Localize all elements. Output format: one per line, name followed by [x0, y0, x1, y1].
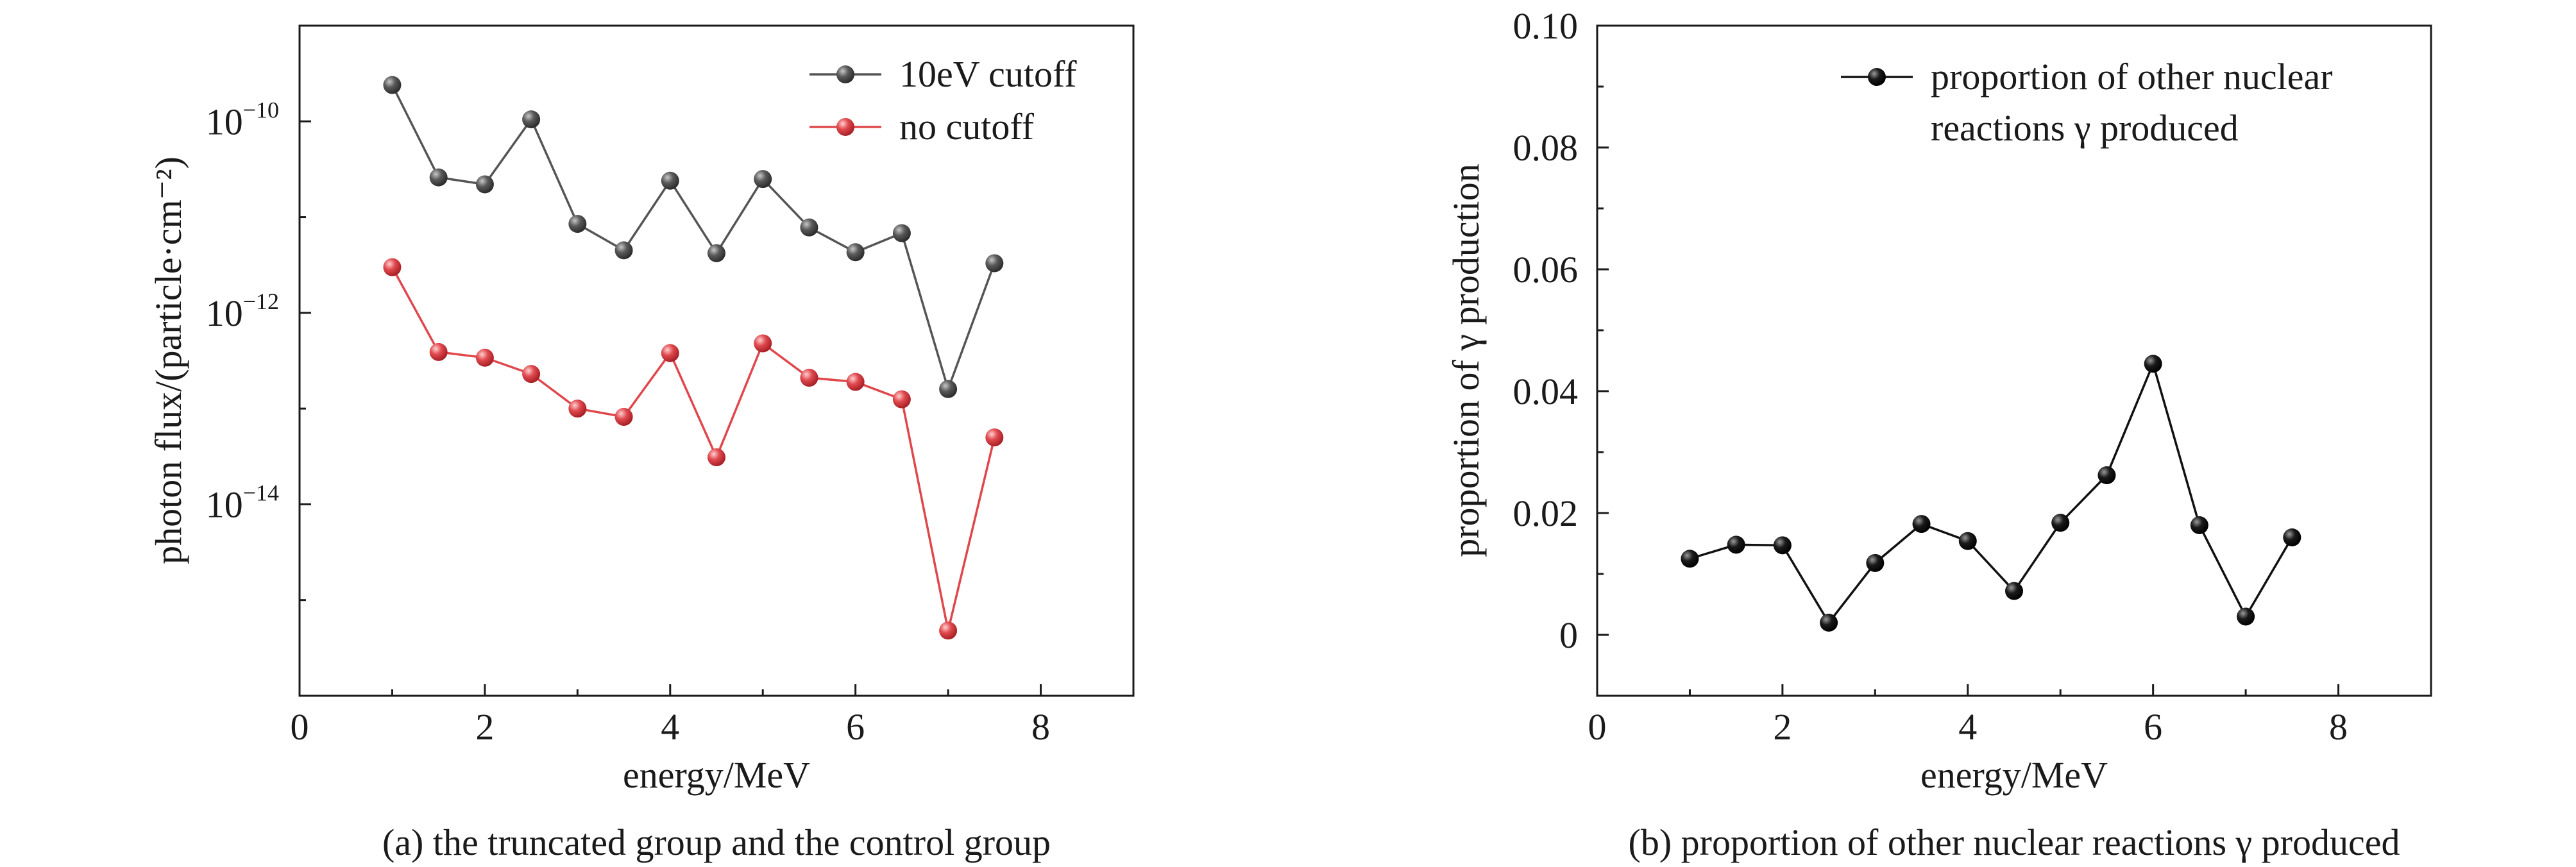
data-point — [2005, 582, 2023, 600]
data-point — [2237, 607, 2255, 626]
x-tick-label: 8 — [2329, 706, 2348, 748]
y-tick-label: 0.08 — [1513, 127, 1579, 169]
data-point — [846, 243, 865, 262]
data-point — [2190, 516, 2208, 534]
data-point — [568, 400, 587, 418]
series-line-2 — [391, 266, 996, 631]
data-point — [2051, 514, 2070, 532]
panel-a-y-axis-label: photon flux/(particle·cm⁻²) — [148, 156, 189, 564]
x-tick-label: 2 — [475, 706, 494, 748]
y-tick-label: 0.04 — [1513, 371, 1579, 412]
panel-b-plot-frame — [1596, 24, 2432, 697]
data-point — [522, 365, 541, 383]
panel-b-y-axis-label: proportion of γ production — [1445, 164, 1487, 557]
data-point — [708, 244, 725, 262]
legend-marker — [836, 65, 854, 83]
x-tick-label: 4 — [661, 706, 679, 748]
series-line-1 — [1689, 360, 2293, 625]
y-tick-label: 0.06 — [1513, 249, 1579, 290]
panel-b-axes: 0 2 4 6 8 0 0.02 0.04 0.06 0.08 0.10 — [1513, 5, 2348, 748]
panel-a-axes: 0 2 4 6 8 10−10 10−12 10−14 — [206, 97, 1050, 748]
panel-a-series — [383, 76, 1004, 640]
panel-b-series — [1681, 355, 2301, 632]
legend-label-line: proportion of other nuclear — [1931, 56, 2333, 97]
legend-marker — [1868, 68, 1886, 86]
data-point — [754, 334, 772, 353]
data-point — [1681, 550, 1699, 568]
panel-a-caption: (a) the truncated group and the control … — [382, 821, 1051, 863]
data-point — [383, 258, 402, 276]
y-tick-label: 0.02 — [1513, 492, 1579, 534]
data-point — [522, 110, 541, 129]
data-point — [800, 369, 818, 387]
x-tick-label: 8 — [1031, 706, 1050, 748]
data-point — [985, 254, 1004, 273]
data-point — [1866, 553, 1885, 572]
panel-b-chart: 0 2 4 6 8 0 0.02 0.04 0.06 0.08 0.10 proportion of… — [1445, 5, 2432, 863]
data-point — [892, 390, 911, 408]
panel-a-x-axis-label: energy/MeV — [623, 754, 810, 796]
x-tick-label: 6 — [2144, 706, 2162, 748]
y-tick-label: 10−12 — [206, 289, 279, 334]
data-point — [2283, 528, 2301, 546]
panel-b-x-axis-label: energy/MeV — [1920, 754, 2108, 796]
y-tick-label: 0.10 — [1513, 5, 1579, 47]
data-point — [985, 428, 1004, 447]
data-point — [754, 170, 772, 189]
data-point — [846, 373, 865, 391]
data-point — [661, 344, 679, 362]
panel-a-plot-frame — [298, 24, 1135, 697]
data-point — [661, 171, 679, 190]
data-point — [1958, 532, 1977, 550]
data-point — [429, 168, 448, 187]
data-point — [2144, 355, 2162, 373]
x-tick-label: 2 — [1773, 706, 1792, 748]
y-tick-label: 0 — [1559, 614, 1578, 656]
data-point — [1727, 535, 1745, 554]
legend-label-line: reactions γ produced — [1931, 107, 2239, 149]
panel-a-legend: 10eV cutoff no cutoff — [809, 53, 1077, 147]
data-point — [2097, 466, 2116, 485]
data-point — [475, 348, 494, 367]
panel-b-caption: (b) proportion of other nuclear reaction… — [1629, 821, 2400, 863]
data-point — [939, 621, 958, 640]
data-point — [383, 76, 402, 94]
data-point — [1912, 515, 1931, 534]
data-point — [614, 408, 633, 426]
data-point — [708, 448, 725, 467]
data-point — [475, 175, 494, 194]
data-point — [800, 218, 818, 237]
panel-a-chart: 0 2 4 6 8 10−10 10−12 10−14 10eV cutoff no cutof… — [148, 24, 1135, 863]
data-point — [568, 215, 587, 233]
legend-label: 10eV cutoff — [899, 53, 1077, 95]
data-point — [1773, 536, 1792, 555]
x-tick-label: 0 — [291, 706, 309, 748]
x-tick-label: 0 — [1588, 706, 1607, 748]
data-point — [614, 241, 633, 260]
y-tick-label: 10−14 — [206, 480, 279, 525]
data-point — [892, 224, 911, 242]
legend-label: no cutoff — [899, 106, 1035, 147]
y-tick-label: 10−10 — [206, 97, 279, 142]
x-tick-label: 4 — [1958, 706, 1977, 748]
panel-b-legend: proportion of other nuclear reactions γ p… — [1841, 56, 2333, 149]
legend-marker — [836, 118, 854, 136]
data-point — [939, 380, 958, 398]
data-point — [429, 342, 448, 361]
x-tick-label: 6 — [846, 706, 865, 748]
data-point — [1820, 614, 1838, 632]
